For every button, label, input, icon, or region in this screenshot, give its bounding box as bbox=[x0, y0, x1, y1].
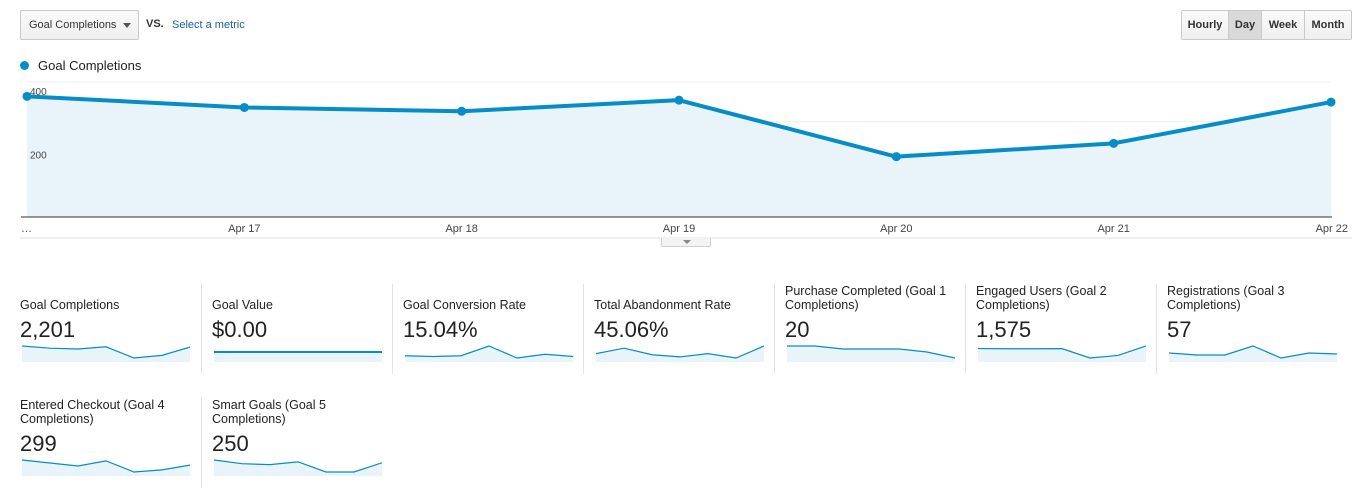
chart-legend: Goal Completions bbox=[20, 58, 141, 73]
data-point[interactable] bbox=[457, 106, 467, 116]
scorecard-label: Smart Goals (Goal 5 Completions) bbox=[212, 398, 326, 426]
scorecard-label: Goal Completions bbox=[20, 298, 120, 312]
sparkline-line bbox=[22, 459, 190, 473]
x-tick-label: Apr 18 bbox=[445, 223, 477, 235]
sparkline-line bbox=[214, 459, 382, 473]
sparkline-line bbox=[978, 345, 1146, 359]
scorecard-sparkline bbox=[22, 345, 190, 362]
goal-completions-chart: 400 200 … Apr 17 Apr 18 Apr 19 Apr 20 Apr 21 Apr… bbox=[20, 81, 1352, 239]
sparkline-area bbox=[405, 346, 573, 362]
scorecard[interactable]: Entered Checkout (Goal 4 Completions) 299 bbox=[20, 398, 211, 488]
scorecard-value: 57 bbox=[1167, 317, 1192, 342]
scorecard-sparkline bbox=[596, 345, 764, 362]
data-point[interactable] bbox=[239, 102, 249, 112]
data-point[interactable] bbox=[1326, 97, 1336, 107]
x-tick-label: Apr 20 bbox=[880, 223, 912, 235]
scorecard-sparkline bbox=[22, 459, 190, 476]
scorecard-label: Goal Value bbox=[212, 298, 273, 312]
vs-label: VS. bbox=[146, 18, 164, 30]
scorecard-value: 45.06% bbox=[594, 317, 669, 342]
x-tick-label: Apr 17 bbox=[228, 223, 260, 235]
scorecard[interactable]: Goal Completions 2,201 bbox=[20, 284, 211, 374]
scorecard-sparkline bbox=[214, 351, 382, 362]
primary-metric-dropdown[interactable]: Goal Completions bbox=[20, 10, 139, 40]
sparkline-area bbox=[22, 460, 190, 476]
chart-resize-handle[interactable] bbox=[661, 238, 711, 247]
scorecard-sparkline bbox=[214, 459, 382, 476]
scorecard-label: Total Abandonment Rate bbox=[594, 298, 731, 312]
sparkline-area bbox=[787, 346, 955, 362]
scorecard-value: 15.04% bbox=[403, 317, 478, 342]
scorecard[interactable]: Goal Value $0.00 bbox=[201, 284, 392, 374]
x-tick-label: Apr 22 bbox=[1316, 223, 1348, 235]
sparkline-line bbox=[596, 345, 764, 359]
hourly-button[interactable]: Hourly bbox=[1182, 11, 1229, 39]
scorecard-value: 299 bbox=[20, 431, 57, 456]
caret-down-icon bbox=[683, 240, 691, 244]
x-tick-label: … bbox=[21, 223, 32, 235]
scorecard[interactable]: Smart Goals (Goal 5 Completions) 250 bbox=[201, 398, 392, 488]
legend-dot-icon bbox=[20, 61, 29, 70]
x-tick-label: Apr 21 bbox=[1097, 223, 1129, 235]
scorecard[interactable]: Purchase Completed (Goal 1 Completions) 2… bbox=[774, 284, 965, 374]
scorecard-value: 2,201 bbox=[20, 317, 76, 342]
scorecard-label: Registrations (Goal 3 Completions) bbox=[1167, 284, 1285, 312]
sparkline-area bbox=[22, 346, 190, 362]
sparkline-area bbox=[978, 346, 1146, 362]
data-point[interactable] bbox=[22, 91, 32, 101]
sparkline-area bbox=[596, 346, 764, 362]
scorecard-sparkline bbox=[1169, 345, 1337, 362]
data-point[interactable] bbox=[674, 95, 684, 105]
scorecard-value: 250 bbox=[212, 431, 249, 456]
scorecard-sparkline bbox=[405, 345, 573, 362]
data-point[interactable] bbox=[891, 152, 901, 162]
select-metric-link[interactable]: Select a metric bbox=[172, 19, 245, 31]
x-tick-label: Apr 19 bbox=[663, 223, 695, 235]
scorecard-label: Entered Checkout (Goal 4 Completions) bbox=[20, 398, 165, 426]
chevron-down-icon bbox=[123, 23, 131, 28]
scorecard-label: Purchase Completed (Goal 1 Completions) bbox=[785, 284, 947, 312]
scorecard-sparkline bbox=[787, 345, 955, 362]
scorecard[interactable]: Registrations (Goal 3 Completions) 57 bbox=[1156, 284, 1347, 374]
scorecard-label: Goal Conversion Rate bbox=[403, 298, 526, 312]
week-button[interactable]: Week bbox=[1262, 11, 1305, 39]
month-button[interactable]: Month bbox=[1305, 11, 1351, 39]
y-tick-label: 200 bbox=[30, 151, 47, 162]
sparkline-area bbox=[214, 352, 382, 362]
sparkline-area bbox=[1169, 346, 1337, 362]
scorecard[interactable]: Engaged Users (Goal 2 Completions) 1,575 bbox=[965, 284, 1156, 374]
legend-series-name: Goal Completions bbox=[38, 58, 142, 73]
scorecard-sparkline bbox=[978, 345, 1146, 362]
sparkline-line bbox=[405, 345, 573, 359]
sparkline-line bbox=[787, 345, 955, 359]
primary-metric-dropdown-label: Goal Completions bbox=[29, 19, 117, 31]
y-tick-label: 400 bbox=[30, 87, 47, 98]
sparkline-line bbox=[1169, 345, 1337, 359]
scorecard-value: 1,575 bbox=[976, 317, 1032, 342]
scorecard-label: Engaged Users (Goal 2 Completions) bbox=[976, 284, 1107, 312]
scorecard[interactable]: Total Abandonment Rate 45.06% bbox=[583, 284, 774, 374]
scorecard-value: 20 bbox=[785, 317, 810, 342]
data-point[interactable] bbox=[1109, 138, 1119, 148]
series-area bbox=[27, 96, 1331, 217]
scorecard-value: $0.00 bbox=[212, 317, 268, 342]
time-granularity-toggle: Hourly Day Week Month bbox=[1181, 10, 1352, 40]
day-button[interactable]: Day bbox=[1229, 11, 1262, 39]
sparkline-line bbox=[22, 345, 190, 359]
scorecard[interactable]: Goal Conversion Rate 15.04% bbox=[392, 284, 583, 374]
